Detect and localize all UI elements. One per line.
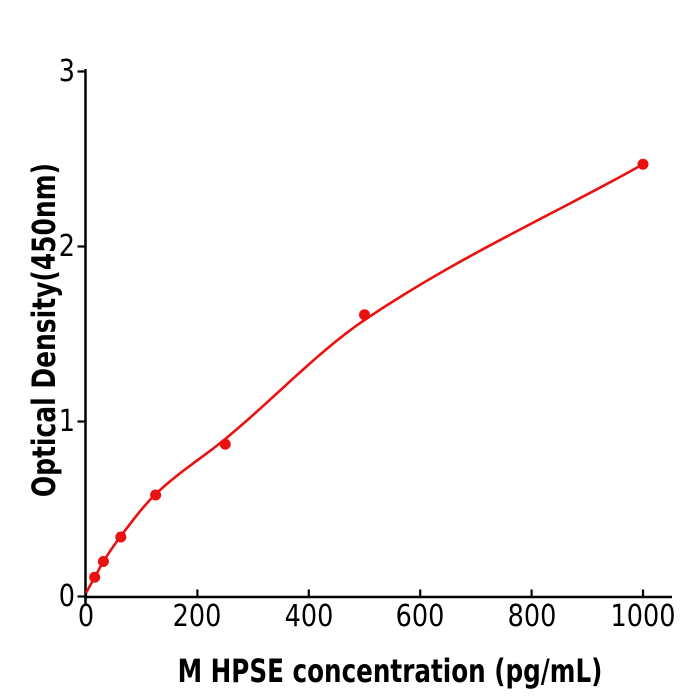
data-point-marker: [359, 309, 370, 321]
x-tick-label: 400: [284, 599, 334, 634]
standard-curve-line: [84, 163, 644, 594]
y-axis-title: Optical Density(450nm): [25, 162, 63, 498]
y-tick-label: 0: [58, 578, 75, 614]
y-tick-label: 3: [58, 53, 75, 89]
x-tick-label: 1000: [610, 599, 676, 634]
x-axis-title: M HPSE concentration (pg/mL): [177, 652, 603, 690]
y-tick-label: 2: [58, 228, 75, 264]
data-point-marker: [637, 158, 649, 170]
x-tick-label: 200: [173, 599, 222, 634]
data-point-marker: [150, 489, 162, 501]
data-point-marker: [219, 438, 231, 450]
data-point-marker: [89, 571, 101, 583]
data-point-marker: [115, 531, 127, 543]
x-tick-label: 0: [77, 599, 95, 634]
x-tick-label: 800: [507, 599, 556, 634]
x-tick-label: 600: [395, 599, 445, 634]
y-tick-label: 1: [58, 403, 75, 439]
data-point-marker: [97, 556, 109, 567]
